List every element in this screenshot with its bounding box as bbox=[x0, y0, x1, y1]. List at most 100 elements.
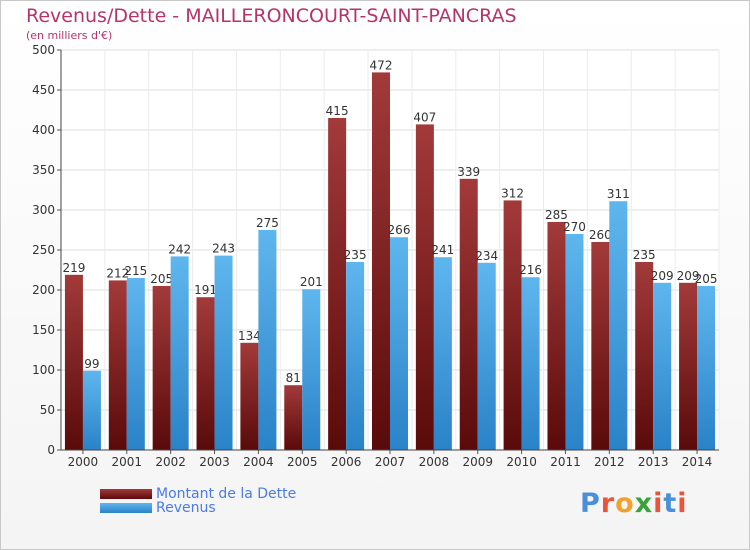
bar-revenus bbox=[258, 230, 277, 450]
x-tick-label: 2006 bbox=[331, 455, 362, 469]
bar-dette bbox=[635, 262, 654, 450]
y-tick-label: 250 bbox=[32, 243, 55, 257]
bar-value-label: 201 bbox=[300, 275, 323, 289]
bar-revenus bbox=[302, 289, 321, 450]
bar-value-label: 81 bbox=[286, 371, 301, 385]
bar-value-label: 212 bbox=[106, 266, 129, 280]
x-tick-label: 2014 bbox=[682, 455, 713, 469]
bar-value-label: 219 bbox=[62, 261, 85, 275]
bar-revenus bbox=[653, 282, 672, 450]
bar-value-label: 234 bbox=[475, 249, 498, 263]
bar-value-label: 275 bbox=[256, 216, 279, 230]
x-tick-label: 2010 bbox=[506, 455, 537, 469]
bar-revenus bbox=[346, 262, 365, 450]
bar-value-label: 134 bbox=[238, 329, 261, 343]
y-tick-label: 450 bbox=[32, 83, 55, 97]
x-tick-label: 2004 bbox=[243, 455, 274, 469]
x-tick-label: 2012 bbox=[594, 455, 625, 469]
legend-swatch-dette bbox=[100, 489, 152, 499]
y-tick-label: 50 bbox=[40, 403, 55, 417]
bar-value-label: 270 bbox=[563, 220, 586, 234]
logo-letter: t bbox=[663, 488, 678, 519]
bar-value-label: 415 bbox=[326, 104, 349, 118]
y-tick-label: 0 bbox=[47, 443, 55, 457]
bar-revenus bbox=[565, 234, 584, 450]
x-tick-label: 2002 bbox=[155, 455, 186, 469]
bar-dette bbox=[591, 242, 610, 450]
bar-value-label: 205 bbox=[695, 272, 718, 286]
bar-value-label: 215 bbox=[124, 264, 147, 278]
bar-dette bbox=[459, 178, 478, 451]
bar-revenus bbox=[609, 201, 628, 450]
bar-dette bbox=[372, 72, 390, 451]
bar-value-label: 242 bbox=[168, 242, 191, 256]
legend-label-revenus: Revenus bbox=[156, 500, 216, 516]
bar-value-label: 241 bbox=[431, 243, 454, 257]
bar-revenus bbox=[521, 277, 540, 450]
bar-dette bbox=[64, 274, 83, 450]
bar-dette bbox=[108, 280, 127, 450]
y-tick-label: 500 bbox=[32, 43, 55, 57]
bar-value-label: 235 bbox=[344, 248, 367, 262]
x-tick-label: 2008 bbox=[419, 455, 450, 469]
bar-dette bbox=[503, 200, 522, 450]
bar-value-label: 407 bbox=[413, 110, 436, 124]
bar-value-label: 209 bbox=[677, 269, 700, 283]
bar-dette bbox=[152, 286, 171, 450]
bar-revenus bbox=[82, 370, 101, 450]
x-tick-label: 2013 bbox=[638, 455, 669, 469]
bar-value-label: 312 bbox=[501, 186, 524, 200]
bar-revenus bbox=[170, 256, 189, 450]
chart-title: Revenus/Dette - MAILLERONCOURT-SAINT-PAN… bbox=[26, 5, 517, 27]
x-tick-label: 2009 bbox=[462, 455, 493, 469]
y-tick-label: 150 bbox=[32, 323, 55, 337]
bar-revenus bbox=[477, 262, 496, 450]
bar-value-label: 472 bbox=[370, 58, 393, 72]
bar-value-label: 285 bbox=[545, 208, 568, 222]
x-tick-label: 2000 bbox=[68, 455, 99, 469]
bar-value-label: 216 bbox=[519, 263, 542, 277]
chart-subtitle: (en milliers d'€) bbox=[26, 29, 113, 42]
legend-label-dette: Montant de la Dette bbox=[156, 486, 297, 502]
x-tick-label: 2007 bbox=[375, 455, 406, 469]
legend-swatch-revenus bbox=[100, 503, 152, 513]
y-tick-label: 400 bbox=[32, 123, 55, 137]
bar-dette bbox=[547, 222, 566, 450]
y-tick-label: 200 bbox=[32, 283, 55, 297]
y-tick-label: 100 bbox=[32, 363, 55, 377]
bar-revenus bbox=[697, 286, 716, 450]
bar-dette bbox=[240, 342, 259, 450]
bar-dette bbox=[328, 118, 347, 450]
logo-letter: i bbox=[653, 488, 664, 519]
bar-value-label: 311 bbox=[607, 187, 630, 201]
bar-dette bbox=[415, 124, 434, 451]
logo-letter: P bbox=[580, 488, 601, 519]
bar-dette bbox=[196, 297, 215, 450]
bar-revenus bbox=[214, 255, 233, 450]
logo-letter: r bbox=[600, 488, 616, 519]
proxiti-logo: Proxiti bbox=[580, 488, 688, 519]
y-tick-label: 300 bbox=[32, 203, 55, 217]
logo-letter: x bbox=[634, 488, 654, 519]
bar-value-label: 209 bbox=[651, 269, 674, 283]
bar-value-label: 260 bbox=[589, 228, 612, 242]
bar-value-label: 243 bbox=[212, 242, 235, 256]
x-tick-label: 2011 bbox=[550, 455, 581, 469]
bar-revenus bbox=[433, 257, 452, 450]
logo-letter: i bbox=[677, 488, 688, 519]
bar-dette bbox=[679, 282, 698, 450]
bar-value-label: 191 bbox=[194, 283, 217, 297]
bar-value-label: 99 bbox=[84, 357, 99, 371]
x-tick-label: 2005 bbox=[287, 455, 318, 469]
bar-value-label: 235 bbox=[633, 248, 656, 262]
y-tick-label: 350 bbox=[32, 163, 55, 177]
logo-letter: o bbox=[615, 488, 635, 519]
bar-value-label: 266 bbox=[388, 223, 411, 237]
x-tick-label: 2003 bbox=[199, 455, 230, 469]
bar-revenus bbox=[390, 237, 408, 450]
bar-value-label: 205 bbox=[150, 272, 173, 286]
bar-value-label: 339 bbox=[457, 165, 480, 179]
bar-revenus bbox=[126, 278, 145, 450]
x-tick-label: 2001 bbox=[112, 455, 143, 469]
